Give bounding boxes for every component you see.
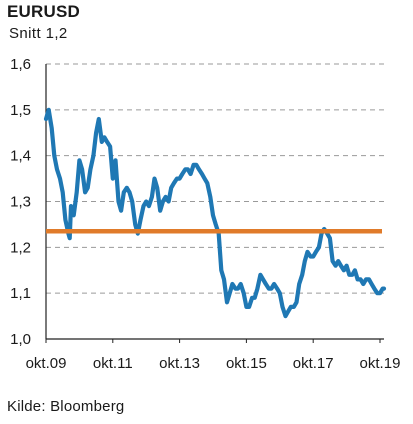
y-tick-label: 1,2 — [10, 239, 31, 256]
y-tick-label: 1,3 — [10, 194, 31, 211]
x-tick-label: okt.13 — [159, 355, 200, 372]
series-line-eurusd — [43, 107, 387, 319]
x-tick-label: okt.15 — [226, 355, 267, 372]
axes — [45, 64, 384, 340]
plot-area — [43, 107, 387, 319]
x-tick-label: okt.09 — [26, 355, 67, 372]
chart-subtitle: Snitt 1,2 — [9, 25, 68, 42]
gridlines — [46, 63, 384, 294]
y-tick-label: 1,1 — [10, 285, 31, 302]
y-tick-label: 1,0 — [10, 331, 31, 348]
chart-title: EURUSD — [7, 2, 80, 21]
x-tick-labels: okt.09 okt.11 okt.13 okt.15 okt.17 okt.19 — [26, 339, 401, 372]
y-tick-label: 1,4 — [10, 148, 31, 165]
x-tick-label: okt.17 — [293, 355, 334, 372]
x-tick-label: okt.11 — [93, 355, 133, 372]
y-tick-label: 1,6 — [10, 56, 31, 73]
y-tick-label: 1,5 — [10, 102, 31, 119]
y-tick-labels: 1,0 1,1 1,2 1,3 1,4 1,5 1,6 — [10, 56, 31, 348]
x-tick-label: okt.19 — [360, 355, 401, 372]
source-note: Kilde: Bloomberg — [7, 398, 125, 415]
